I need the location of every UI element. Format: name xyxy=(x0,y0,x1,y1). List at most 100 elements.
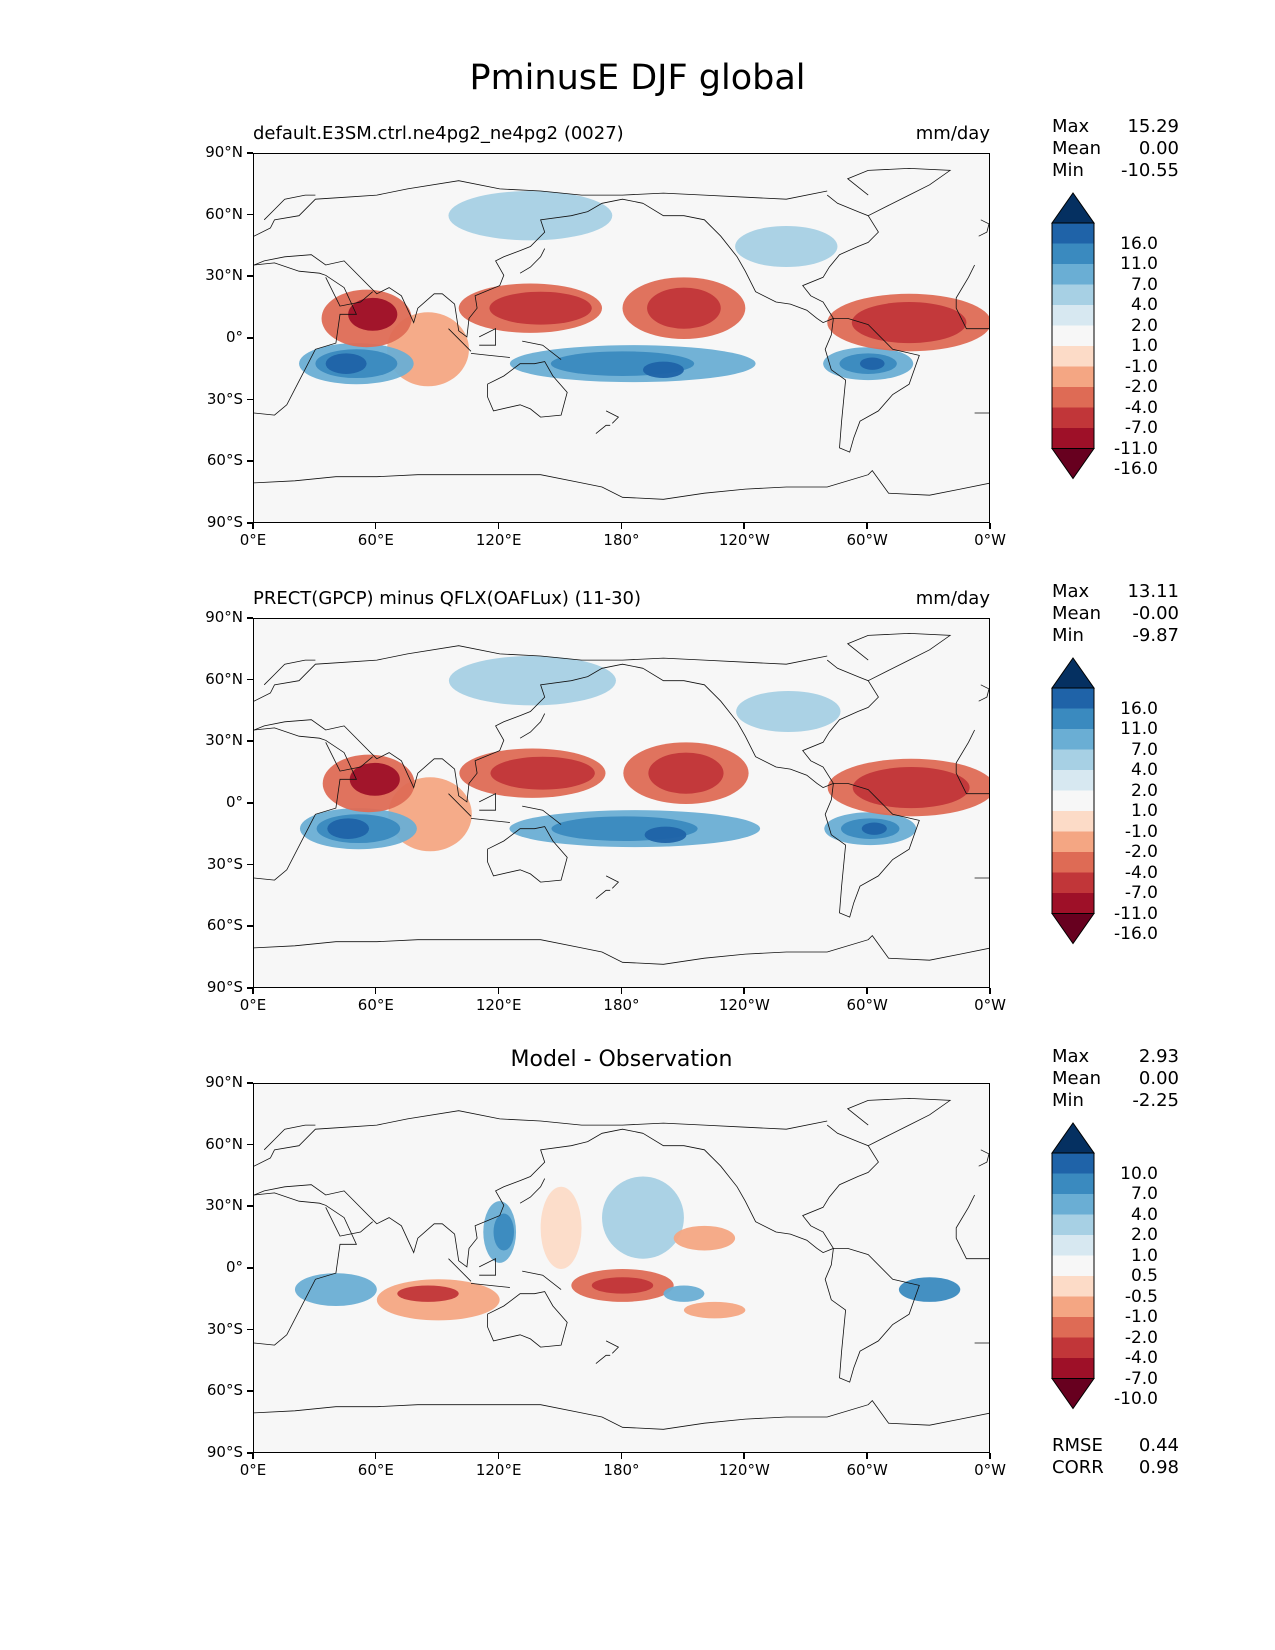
colorbar-segment xyxy=(1052,366,1094,388)
y-tick-mark xyxy=(247,1205,253,1207)
coastline xyxy=(622,655,828,665)
x-tick-label: 120°W xyxy=(718,1461,770,1479)
colorbar-label: -0.5 xyxy=(1124,1286,1158,1307)
panel-title: Model - Observation xyxy=(510,1047,733,1072)
stat-value: -9.87 xyxy=(1132,625,1179,646)
contour-region xyxy=(448,656,616,706)
x-tick-mark xyxy=(866,523,868,529)
colorbar-extend-min xyxy=(1051,913,1095,945)
y-tick-label: 90°S xyxy=(206,1443,243,1461)
x-tick-mark xyxy=(620,988,622,994)
map-plot xyxy=(253,1083,990,1453)
x-tick-mark xyxy=(743,1453,745,1459)
coastline xyxy=(448,328,562,360)
map-plot xyxy=(253,618,990,988)
x-tick-label: 120°E xyxy=(475,1461,522,1479)
colorbar-label: 1.0 xyxy=(1130,336,1158,356)
coastline xyxy=(519,713,546,739)
coastline xyxy=(824,318,920,453)
y-tick-mark xyxy=(247,987,253,989)
x-tick-label: 120°W xyxy=(718,996,770,1014)
coastline xyxy=(263,1124,989,1167)
colorbar-label: -2.0 xyxy=(1124,1327,1158,1348)
x-tick-label: 180° xyxy=(603,996,640,1014)
contour-region xyxy=(327,818,370,839)
stat-value: 15.29 xyxy=(1127,116,1179,137)
x-tick-label: 60°W xyxy=(846,996,888,1014)
coastline xyxy=(955,1194,989,1260)
stat-value: 2.93 xyxy=(1138,1046,1179,1067)
colorbar-segment xyxy=(1052,688,1094,709)
colorbar-label: 7.0 xyxy=(1130,274,1158,295)
coastline xyxy=(824,783,920,918)
stat-value: -0.00 xyxy=(1132,603,1179,624)
colorbar-segment xyxy=(1052,1337,1094,1359)
x-tick-label: 0°W xyxy=(974,1461,1006,1479)
colorbar-segment xyxy=(1052,729,1094,750)
stat-label: Mean xyxy=(1052,603,1102,624)
colorbar-segment xyxy=(1052,428,1094,449)
colorbar-extend-max xyxy=(1051,1122,1095,1154)
stat-value: 0.00 xyxy=(1138,138,1179,159)
colorbar-segment xyxy=(1052,872,1094,894)
colorbar-extend-max xyxy=(1051,192,1095,224)
y-tick-mark xyxy=(247,460,253,462)
colorbar-label: -7.0 xyxy=(1124,883,1158,903)
stat-label: Max xyxy=(1052,581,1090,602)
y-tick-label: 30°S xyxy=(206,389,243,408)
y-tick-label: 0° xyxy=(225,1258,243,1276)
coastline xyxy=(254,262,989,416)
x-tick-label: 60°E xyxy=(357,531,394,549)
contour-region xyxy=(663,1285,705,1302)
colorbar-label: 11.0 xyxy=(1120,254,1158,274)
contour-region xyxy=(348,297,398,331)
y-tick-label: 60°N xyxy=(205,204,243,223)
coastline xyxy=(846,632,952,682)
x-tick-mark xyxy=(989,988,991,994)
coastline xyxy=(955,264,989,330)
y-tick-label: 90°S xyxy=(206,978,243,996)
panel-units: mm/day xyxy=(915,588,990,609)
coastline xyxy=(254,469,989,500)
x-tick-label: 0°W xyxy=(974,531,1006,549)
colorbar-segment xyxy=(1052,811,1094,832)
y-tick-mark xyxy=(247,522,253,524)
colorbar-label: 2.0 xyxy=(1130,780,1158,801)
stat-value: 0.00 xyxy=(1138,1068,1179,1089)
colorbar-segment xyxy=(1052,407,1094,429)
colorbar-segment xyxy=(1052,387,1094,408)
colorbar-label: -2.0 xyxy=(1124,377,1158,397)
panel-title: default.E3SM.ctrl.ne4pg2_ne4pg2 (0027) xyxy=(253,123,624,144)
y-tick-mark xyxy=(247,1328,253,1331)
colorbar-frame xyxy=(1051,687,1095,914)
y-tick-mark xyxy=(247,1267,253,1269)
colorbar-segment xyxy=(1052,1214,1094,1236)
x-tick-mark xyxy=(374,1453,377,1459)
colorbar-segment xyxy=(1052,1173,1094,1195)
colorbar-segment xyxy=(1052,223,1094,244)
colorbar-segment xyxy=(1052,1235,1094,1256)
colorbar-segment xyxy=(1052,749,1094,771)
x-tick-label: 180° xyxy=(603,531,640,549)
coastline xyxy=(448,793,562,825)
colorbar xyxy=(1051,657,1095,945)
coastline xyxy=(254,645,623,702)
y-tick-label: 90°N xyxy=(205,1073,243,1091)
colorbar-label: 1.0 xyxy=(1130,801,1158,821)
colorbar-segment xyxy=(1052,284,1094,306)
colorbar-label: 16.0 xyxy=(1120,233,1158,254)
colorbar-segment xyxy=(1052,1276,1094,1297)
colorbar-label: -1.0 xyxy=(1124,821,1158,842)
contour-region xyxy=(490,756,595,790)
colorbar-segment xyxy=(1052,893,1094,914)
x-tick-mark xyxy=(743,988,745,994)
panel-units: mm/day xyxy=(915,123,990,144)
stat-label: Max xyxy=(1052,116,1090,137)
coastline xyxy=(519,1178,546,1204)
coastline xyxy=(263,659,989,702)
colorbar-segment xyxy=(1052,831,1094,853)
contour-region xyxy=(673,1225,736,1251)
x-tick-label: 60°W xyxy=(846,1461,888,1479)
contour-region xyxy=(861,822,887,835)
y-tick-label: 60°S xyxy=(206,1381,243,1400)
